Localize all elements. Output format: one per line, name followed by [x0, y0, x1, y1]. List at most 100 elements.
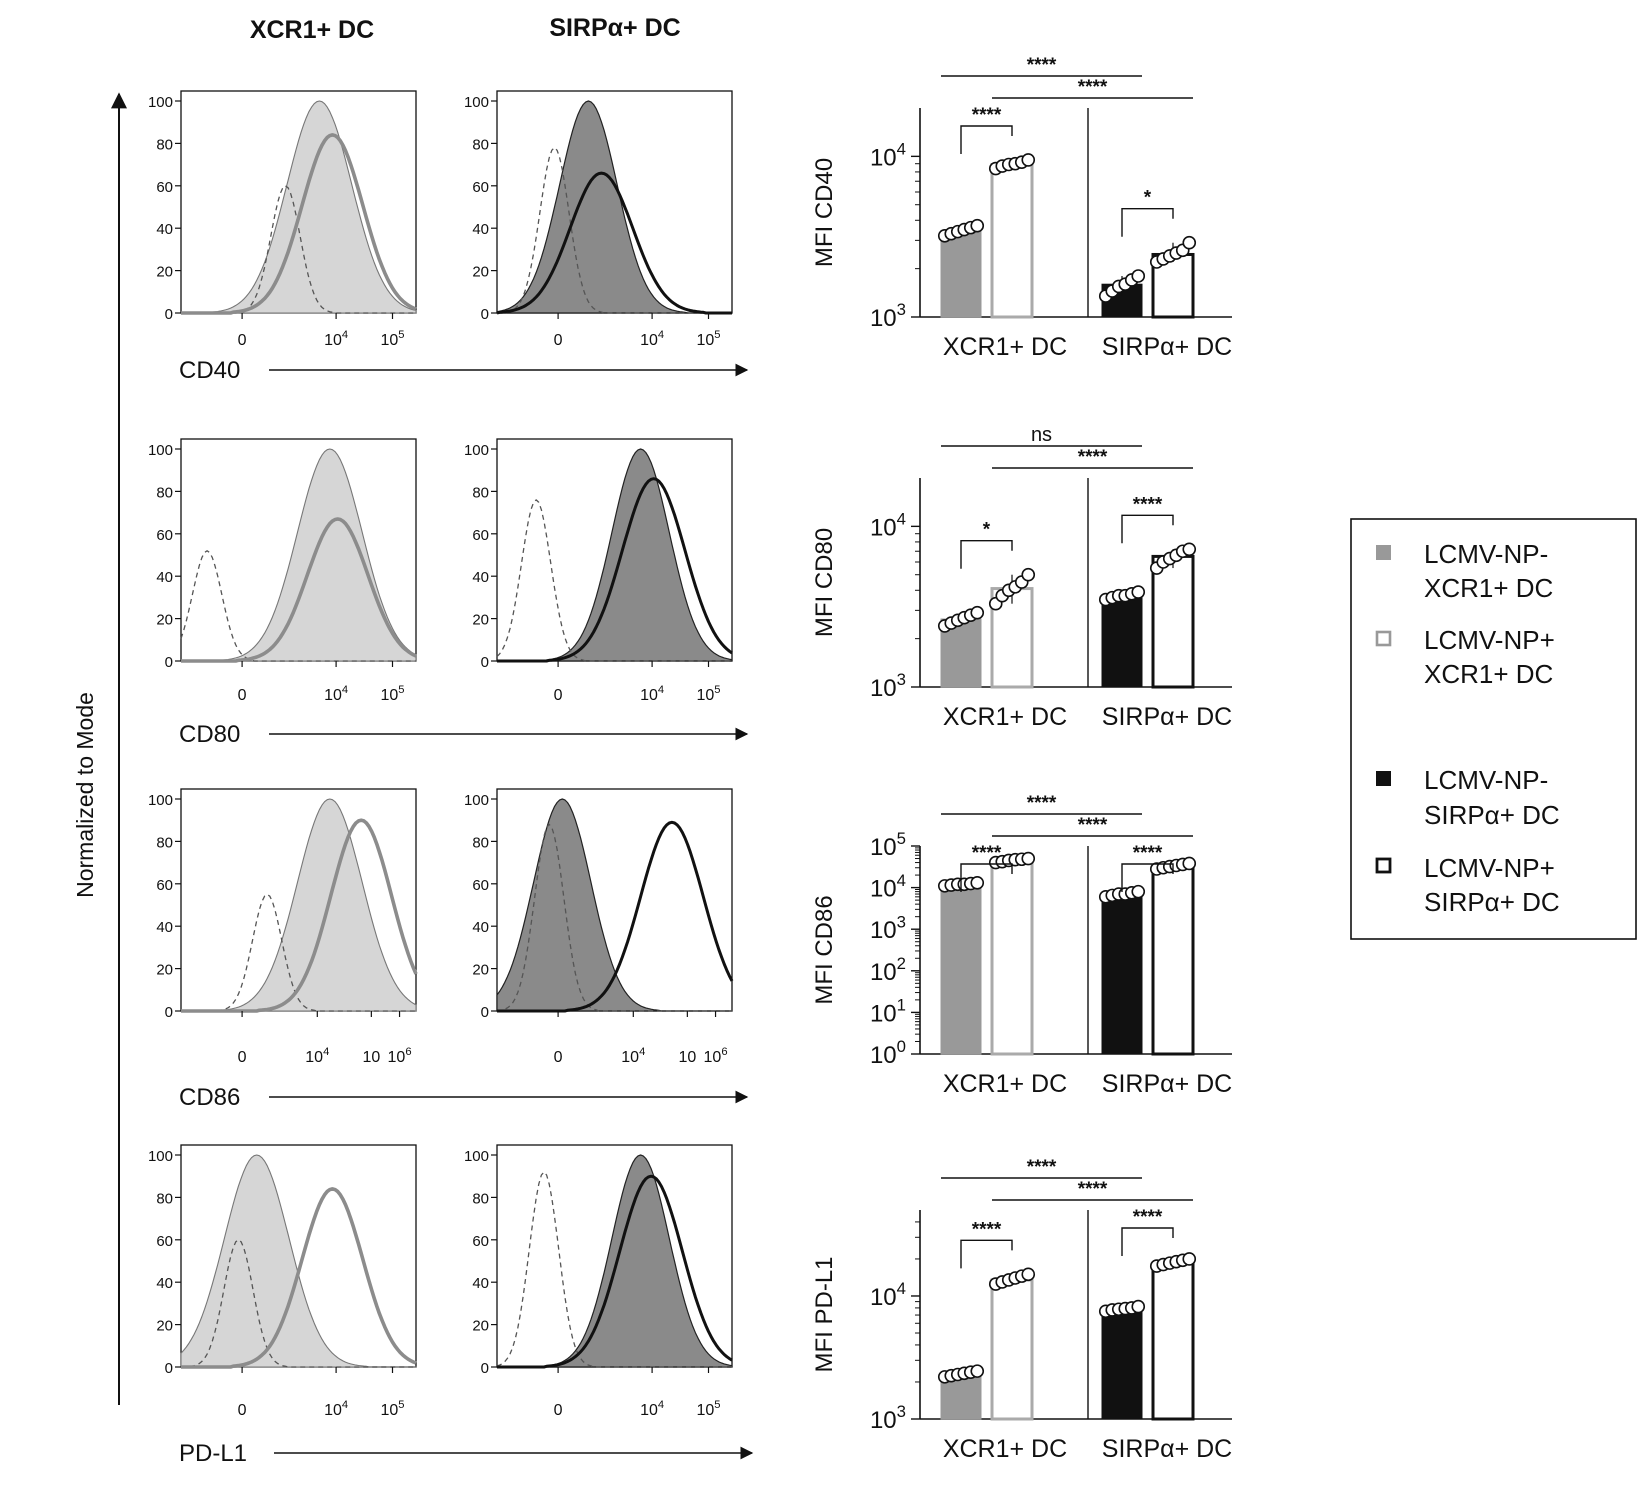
significance-bracket [960, 1239, 1013, 1269]
histogram-y-tick-label: 80 [156, 136, 173, 153]
histogram-y-tick-label: 20 [472, 962, 489, 979]
histogram-x-tick-label: 0 [554, 1049, 563, 1066]
bar-y-tick-label: 104 [870, 510, 906, 542]
histogram-y-tick-label: 0 [165, 1004, 173, 1021]
histogram-y-tick-label: 40 [156, 221, 173, 238]
bar [990, 162, 1034, 319]
histogram-y-tick-label: 40 [472, 221, 489, 238]
bar-group-label: SIRPα+ DC [1102, 333, 1232, 361]
bar-y-tick-label: 103 [870, 300, 906, 332]
marker-label-cd86: CD86 [179, 1084, 240, 1111]
column-title-sirpa: SIRPα+ DC [549, 14, 680, 42]
histogram-x-tick-label: 10 [678, 1049, 696, 1066]
histogram-y-tick-label: 20 [156, 264, 173, 281]
marker-label-cd80: CD80 [179, 721, 240, 748]
significance-bracket [1121, 208, 1174, 237]
significance-bracket [960, 863, 1013, 892]
histogram-y-tick-label: 40 [472, 1275, 489, 1292]
histogram-x-tick-label: 105 [696, 1399, 720, 1419]
histogram-x-tick-label: 104 [640, 1399, 664, 1419]
histogram-x-tick-label: 106 [388, 1046, 412, 1066]
histogram-y-tick-label: 80 [156, 1190, 173, 1207]
bar [1101, 893, 1143, 1055]
data-point [1131, 884, 1146, 899]
histogram-y-tick-label: 0 [481, 654, 489, 671]
bar-chart-cd86: 105 104 103 102 101 100 MFI CD86 XCR1+ DC SIRPα+… [811, 793, 1232, 1098]
data-point [1131, 1299, 1146, 1314]
histogram-y-tick-label: 40 [156, 919, 173, 936]
histogram-y-tick-label: 20 [472, 612, 489, 629]
histogram-x-tick-label: 105 [380, 1399, 404, 1419]
legend-marker-open-gray [1375, 630, 1392, 647]
histogram-y-tick-label: 80 [156, 834, 173, 851]
histogram-y-tick-label: 0 [165, 1360, 173, 1377]
data-point [1021, 1267, 1036, 1282]
bar [1101, 1308, 1143, 1420]
histogram-x-tick-label: 104 [640, 684, 664, 704]
histogram-curve-lcmv-np- [181, 818, 418, 1013]
data-point [970, 1364, 985, 1378]
bar [940, 883, 982, 1055]
legend-box [1350, 518, 1637, 940]
histogram-curve-lcmv-np- [180, 100, 417, 314]
bar-y-tick-label: 104 [870, 1279, 906, 1311]
data-point [1182, 235, 1197, 250]
data-point [1182, 856, 1197, 871]
histogram-y-tick-label: 0 [481, 306, 489, 323]
bar-group-label: SIRPα+ DC [1102, 1070, 1232, 1098]
histogram-y-tick-label: 60 [156, 527, 173, 544]
histogram-x-tick-label: 104 [324, 329, 348, 349]
significance-label: **** [1133, 1207, 1163, 1228]
histogram-curve-lcmv-np- [497, 820, 734, 1013]
histogram-y-tick-label: 60 [156, 179, 173, 196]
marker-label-cd40: CD40 [179, 357, 240, 384]
legend-entry-4-line1: LCMV-NP+ [1424, 853, 1555, 883]
legend-entry-3-line1: LCMV-NP- [1424, 765, 1548, 795]
significance-label: * [1144, 188, 1152, 209]
bar [1151, 1261, 1195, 1421]
bar [940, 230, 982, 318]
bar-y-tick-label: 103 [870, 912, 906, 944]
significance-label: **** [1027, 1157, 1057, 1178]
bar-y-axis-title: MFI PD-L1 [811, 1256, 838, 1372]
data-point [1021, 153, 1036, 167]
legend-entry-1-line1: LCMV-NP- [1424, 539, 1548, 569]
marker-label-pdl1: PD-L1 [179, 1440, 247, 1467]
histogram-y-tick-label: 80 [156, 484, 173, 501]
histogram-x-tick-label: 105 [380, 684, 404, 704]
histogram-curve-isotype [496, 499, 732, 662]
significance-label: **** [1027, 55, 1057, 76]
legend-marker-filled-black [1376, 771, 1391, 786]
bar-y-tick-label: 102 [870, 954, 906, 986]
significance-label: * [983, 520, 991, 541]
histogram-y-tick-label: 0 [481, 1004, 489, 1021]
significance-label: **** [1133, 494, 1163, 515]
bar [1151, 864, 1195, 1056]
histogram-curve-lcmv-np- [497, 1174, 733, 1369]
bar-y-axis-title: MFI CD80 [811, 528, 838, 637]
histogram-x-tick-label: 105 [696, 684, 720, 704]
histogram-x-tick-label: 0 [238, 687, 247, 704]
significance-label: ns [1031, 424, 1052, 446]
histogram-curve-isotype [497, 823, 732, 1012]
legend-entry-3-line2: SIRPα+ DC [1424, 800, 1560, 830]
histogram-cd80-xcr1: 100 80 60 40 20 0 0 104 105 [148, 438, 417, 704]
histogram-y-tick-label: 80 [472, 1190, 489, 1207]
histogram-x-tick-label: 104 [324, 684, 348, 704]
legend-entry-2-line1: LCMV-NP+ [1424, 625, 1555, 655]
data-point [1182, 542, 1197, 557]
legend-marker-filled-gray [1376, 545, 1391, 560]
histogram-y-tick-label: 40 [472, 569, 489, 586]
bar-chart-pdl1: 104 103 MFI PD-L1 XCR1+ DC SIRPα+ DC **** ****… [811, 1157, 1232, 1463]
histogram-curve-lcmv-np- [181, 517, 417, 663]
significance-label: **** [1078, 815, 1108, 836]
histogram-curve-lcmv-np- [181, 133, 417, 315]
histogram-x-tick-label: 104 [621, 1046, 645, 1066]
histogram-x-tick-label: 0 [554, 687, 563, 704]
significance-bracket [1121, 863, 1174, 892]
histogram-x-tick-label: 0 [554, 1402, 563, 1419]
bar-group-label: XCR1+ DC [943, 1435, 1067, 1463]
significance-label: **** [1027, 793, 1057, 814]
histogram-y-tick-label: 40 [156, 1275, 173, 1292]
